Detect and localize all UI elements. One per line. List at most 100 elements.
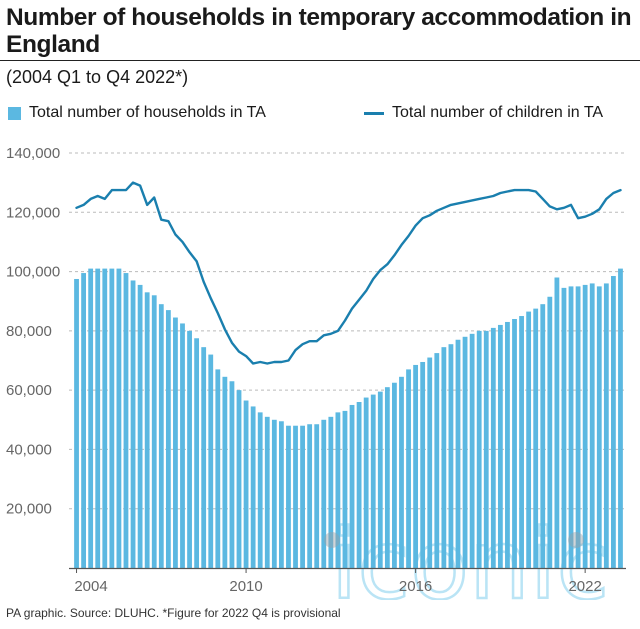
- households-bar: [201, 347, 207, 568]
- households-bar: [165, 310, 171, 568]
- households-bar: [575, 286, 581, 568]
- households-bar: [427, 357, 433, 568]
- households-bar: [483, 330, 489, 568]
- households-bar: [151, 295, 157, 568]
- households-bar: [462, 336, 468, 568]
- households-bar: [88, 268, 94, 568]
- households-bar: [215, 369, 221, 568]
- households-bar: [568, 286, 574, 568]
- households-bar: [271, 419, 277, 568]
- x-tick-label: 2022: [568, 578, 601, 595]
- households-bar: [392, 382, 397, 568]
- watermark-dot-left: [324, 532, 340, 548]
- households-bar: [158, 304, 164, 568]
- households-bars: [74, 268, 623, 568]
- households-bar: [102, 268, 108, 568]
- households-bar: [561, 287, 567, 568]
- households-bar: [441, 347, 447, 568]
- children-line-layer: [75, 181, 622, 365]
- y-tick-label: 60,000: [6, 382, 52, 399]
- households-bar: [321, 419, 327, 568]
- households-bar: [137, 284, 143, 568]
- legend-label-households: Total number of households in TA: [29, 104, 266, 121]
- households-bar: [307, 424, 313, 568]
- households-bar: [264, 416, 270, 568]
- legend-item-children: Total number of children in TA: [364, 104, 603, 122]
- households-bar: [618, 268, 623, 568]
- households-bar: [512, 319, 517, 568]
- households-bar: [476, 330, 482, 568]
- x-tick-label: 2016: [399, 578, 432, 595]
- chart-title: Number of households in temporary accomm…: [6, 4, 632, 58]
- households-bar: [257, 412, 263, 568]
- households-bar: [222, 376, 228, 568]
- y-tick-label: 40,000: [6, 441, 52, 458]
- households-bar: [363, 397, 369, 568]
- households-bar: [519, 316, 524, 568]
- y-tick-label: 140,000: [6, 145, 60, 162]
- households-bar: [596, 286, 602, 568]
- households-bar: [448, 344, 454, 568]
- households-bar: [497, 324, 503, 568]
- households-bar: [300, 425, 305, 568]
- households-bar: [229, 381, 235, 568]
- households-bar: [144, 292, 150, 568]
- legend: Total number of households in TA Total n…: [8, 104, 638, 128]
- households-bar: [547, 296, 553, 568]
- households-bar: [335, 412, 341, 568]
- title-divider: [0, 60, 640, 61]
- chart-subtitle: (2004 Q1 to Q4 2022*): [6, 67, 189, 87]
- households-bar: [130, 280, 136, 568]
- x-tick-label: 2004: [74, 578, 107, 595]
- households-bar: [194, 338, 200, 568]
- households-bar: [533, 308, 539, 568]
- children-line: [75, 181, 622, 365]
- households-bar: [406, 369, 411, 568]
- source-note: PA graphic. Source: DLUHC. *Figure for 2…: [6, 606, 341, 620]
- y-tick-label: 120,000: [6, 204, 60, 221]
- households-bar: [250, 406, 256, 568]
- households-bar: [208, 354, 214, 568]
- households-bar: [603, 283, 609, 568]
- households-bar: [116, 268, 122, 568]
- households-bar: [554, 277, 560, 568]
- households-bar: [109, 268, 115, 568]
- households-bar: [180, 323, 185, 568]
- temporary-accommodation-chart: iconic 20,00040,00060,00080,000100,00012…: [6, 145, 626, 600]
- households-bar: [399, 376, 404, 568]
- households-bar: [293, 425, 298, 568]
- households-bar: [314, 424, 320, 568]
- households-bar: [434, 353, 440, 568]
- legend-item-households: Total number of households in TA: [8, 104, 266, 122]
- households-bar: [95, 268, 101, 568]
- legend-label-children: Total number of children in TA: [392, 104, 604, 121]
- households-bar: [370, 394, 376, 568]
- households-bar: [490, 327, 496, 568]
- y-tick-label: 80,000: [6, 323, 52, 340]
- households-bar: [540, 304, 546, 568]
- households-bar: [413, 364, 419, 568]
- households-bar: [589, 283, 595, 568]
- households-bar: [74, 278, 79, 568]
- households-bar: [505, 321, 510, 568]
- households-bar: [420, 361, 426, 568]
- households-bar: [81, 273, 86, 568]
- x-tick-label: 2010: [229, 578, 262, 595]
- households-bar: [278, 421, 284, 568]
- households-bar: [243, 400, 249, 568]
- y-tick-label: 20,000: [6, 501, 52, 518]
- households-bar: [286, 425, 291, 568]
- households-bar: [349, 404, 355, 568]
- households-bar: [526, 311, 532, 568]
- households-bar: [328, 416, 334, 568]
- households-bar: [469, 333, 475, 568]
- households-bar: [384, 387, 390, 568]
- households-bar: [611, 276, 616, 568]
- households-bar: [123, 273, 129, 568]
- households-bar: [342, 410, 348, 568]
- households-bar: [173, 317, 178, 568]
- y-tick-label: 100,000: [6, 264, 60, 281]
- legend-swatch-bars: [8, 106, 21, 120]
- legend-swatch-line: [364, 111, 384, 115]
- axes: 20,000 40,000 60,000 80,000 100,000 120,000 14…: [6, 145, 626, 595]
